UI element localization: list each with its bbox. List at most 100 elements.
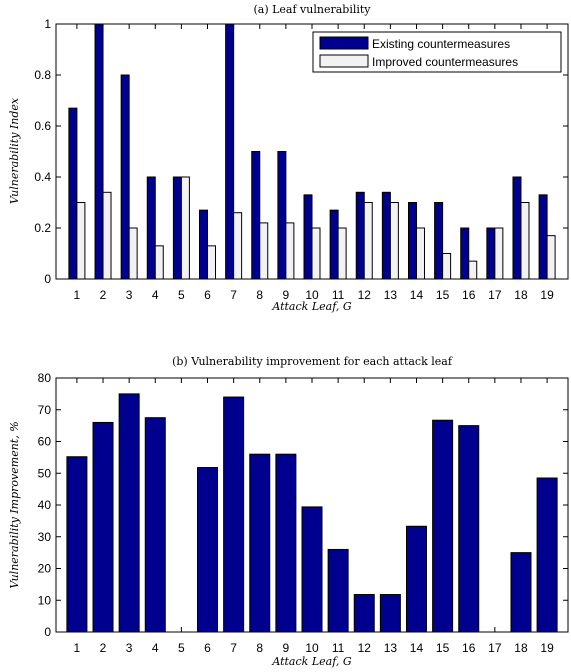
bar-existing — [381, 191, 391, 280]
chart-0-ytick-label: 0.2 — [34, 221, 51, 235]
bar-improvement — [301, 506, 323, 633]
bar-improved — [389, 202, 399, 280]
chart-1-xtick-label: 10 — [305, 641, 319, 655]
chart-0-ytick-label: 1 — [44, 17, 51, 31]
bar-existing — [172, 176, 182, 280]
legend-swatch-existing — [319, 36, 369, 50]
legend-label-improved: Improved countermeasures — [372, 55, 518, 69]
bar-existing — [120, 74, 130, 280]
chart-a-ylabel: Vulnerability Index — [8, 97, 21, 204]
bar-improved — [76, 202, 86, 280]
bar-improved — [468, 260, 478, 280]
bar-improved — [311, 227, 321, 280]
bar-improved — [546, 235, 556, 280]
bar-improvement — [458, 425, 480, 633]
bar-existing — [94, 23, 104, 280]
chart-1-xtick-label: 11 — [332, 641, 345, 655]
bar-improvement — [275, 453, 297, 633]
chart-1-ytick-label: 50 — [38, 466, 52, 480]
chart-1-ytick-label: 80 — [38, 371, 52, 385]
chart-0-xtick-label: 12 — [358, 288, 372, 302]
chart-1-xtick-label: 3 — [126, 641, 133, 655]
chart-1-xtick-label: 12 — [358, 641, 372, 655]
bar-existing — [303, 194, 313, 280]
bar-improvement — [144, 417, 166, 633]
bar-improvement — [510, 552, 532, 633]
chart-0-ytick-label: 0 — [44, 272, 51, 286]
chart-marks: 00.20.40.60.811 2 3 4 5 6 7 8 9 10 11 12 13 14 15 16 17 1… — [34, 17, 568, 655]
chart-0-ytick-label: 0.4 — [34, 170, 51, 184]
bar-improved — [259, 222, 269, 280]
chart-1-xtick-label: 1 — [74, 641, 81, 655]
bar-improved — [442, 253, 452, 280]
chart-1-xtick-label: 5 — [178, 641, 185, 655]
chart-0-xtick-label: 1 — [74, 288, 81, 302]
chart-0-xtick-label: 8 — [256, 288, 263, 302]
bar-existing — [199, 209, 209, 280]
bar-improvement — [197, 467, 219, 633]
chart-1-xtick-label: 8 — [256, 641, 263, 655]
chart-0-xtick-label: 15 — [436, 288, 450, 302]
chart-a-legend: Existing countermeasures Improved counte… — [312, 31, 562, 73]
chart-a: (a) Leaf vulnerability Attack Leaf, G Vu… — [8, 3, 569, 313]
chart-0-xtick-label: 6 — [204, 288, 211, 302]
chart-1-xtick-label: 4 — [152, 641, 159, 655]
chart-b-title: (b) Vulnerability improvement for each a… — [172, 355, 453, 368]
bar-existing — [329, 209, 339, 280]
bar-improved — [520, 202, 530, 280]
chart-0-xtick-label: 3 — [126, 288, 133, 302]
chart-1-xtick-label: 15 — [436, 641, 450, 655]
chart-0-xtick-label: 5 — [178, 288, 185, 302]
bar-improvement — [66, 456, 88, 633]
bar-improved — [102, 191, 112, 280]
chart-0-ytick-label: 0.8 — [34, 68, 51, 82]
chart-a-xlabel: Attack Leaf, G — [271, 300, 352, 313]
chart-1-xtick-label: 16 — [462, 641, 476, 655]
bar-improvement — [223, 396, 245, 633]
bar-improved — [207, 245, 217, 280]
bar-improved — [337, 227, 347, 280]
chart-1-ytick-label: 10 — [38, 593, 52, 607]
bar-improved — [128, 227, 138, 280]
bar-improvement — [118, 393, 140, 633]
chart-1-ytick-label: 0 — [44, 625, 51, 639]
bar-improvement — [353, 594, 375, 633]
bar-improvement — [327, 548, 349, 633]
bar-improved — [415, 227, 425, 280]
bar-existing — [355, 191, 365, 280]
bar-improvement — [379, 594, 401, 633]
bar-improved — [233, 212, 243, 280]
chart-1-xtick-label: 7 — [230, 641, 237, 655]
bar-existing — [277, 151, 287, 280]
legend-swatch-improved — [319, 54, 369, 68]
chart-1-xtick-label: 2 — [100, 641, 107, 655]
bar-existing — [407, 202, 417, 280]
chart-0-xtick-label: 4 — [152, 288, 159, 302]
bar-improved — [180, 176, 190, 280]
bar-improved — [363, 202, 373, 280]
chart-1-xtick-label: 17 — [488, 641, 502, 655]
chart-0-xtick-label: 2 — [100, 288, 107, 302]
chart-1-xtick-label: 6 — [204, 641, 211, 655]
bar-existing — [251, 151, 261, 280]
chart-1-xtick-label: 19 — [540, 641, 554, 655]
legend-label-existing: Existing countermeasures — [372, 37, 510, 51]
chart-1-ytick-label: 40 — [38, 498, 52, 512]
chart-1-ytick-label: 20 — [38, 562, 52, 576]
bar-existing — [146, 176, 156, 280]
chart-0-xtick-label: 19 — [540, 288, 554, 302]
chart-0-xtick-label: 9 — [283, 288, 290, 302]
chart-a-title: (a) Leaf vulnerability — [253, 3, 371, 16]
chart-1-xtick-label: 9 — [283, 641, 290, 655]
chart-0-xtick-label: 16 — [462, 288, 476, 302]
bar-improvement — [249, 453, 271, 633]
bar-improvement — [92, 421, 114, 633]
bar-improvement — [405, 525, 427, 633]
chart-1-ytick-label: 60 — [38, 435, 52, 449]
bar-existing — [68, 107, 78, 280]
chart-1-xtick-label: 14 — [410, 641, 424, 655]
bar-improvement — [536, 477, 558, 633]
bar-existing — [486, 227, 496, 280]
chart-b-xlabel: Attack Leaf, G — [271, 655, 352, 668]
